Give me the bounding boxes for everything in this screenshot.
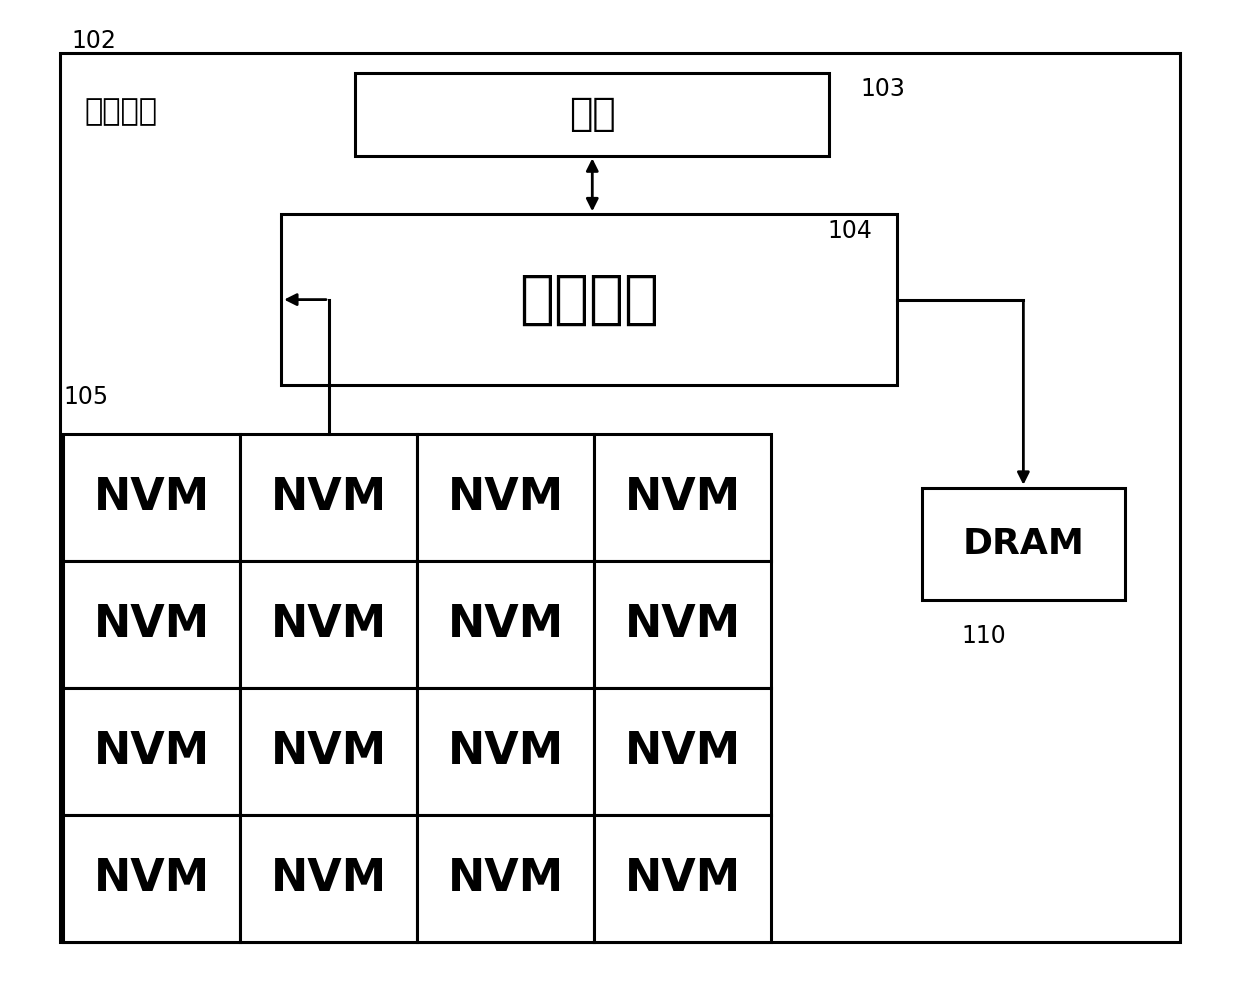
Text: 104: 104 <box>827 219 873 243</box>
Text: NVM: NVM <box>625 476 742 519</box>
Text: NVM: NVM <box>448 603 564 646</box>
Text: NVM: NVM <box>625 603 742 646</box>
Bar <box>418 688 594 815</box>
Text: NVM: NVM <box>94 730 210 773</box>
Bar <box>63 560 241 688</box>
Text: 103: 103 <box>861 78 905 101</box>
Bar <box>241 560 418 688</box>
Bar <box>63 434 241 560</box>
Text: NVM: NVM <box>270 603 387 646</box>
Text: 存储设备: 存储设备 <box>84 97 157 126</box>
Text: DRAM: DRAM <box>962 527 1084 560</box>
Text: 105: 105 <box>63 385 108 410</box>
Bar <box>355 73 830 156</box>
Bar <box>241 688 418 815</box>
Text: NVM: NVM <box>270 476 387 519</box>
Bar <box>594 815 771 942</box>
Bar <box>63 688 241 815</box>
Bar <box>63 815 241 942</box>
Bar <box>594 688 771 815</box>
Text: 接口: 接口 <box>569 95 616 133</box>
Bar <box>921 488 1125 600</box>
Bar <box>281 214 897 385</box>
Bar <box>418 815 594 942</box>
Text: NVM: NVM <box>270 730 387 773</box>
Text: NVM: NVM <box>625 857 742 899</box>
Text: 控制部件: 控制部件 <box>520 271 660 328</box>
Text: NVM: NVM <box>94 603 210 646</box>
Text: NVM: NVM <box>625 730 742 773</box>
Text: NVM: NVM <box>448 730 564 773</box>
Bar <box>594 560 771 688</box>
Text: 102: 102 <box>72 29 117 52</box>
Text: NVM: NVM <box>94 476 210 519</box>
Bar <box>594 434 771 560</box>
Text: 110: 110 <box>961 624 1006 648</box>
Text: NVM: NVM <box>448 857 564 899</box>
Text: NVM: NVM <box>448 476 564 519</box>
Bar <box>241 434 418 560</box>
Text: NVM: NVM <box>270 857 387 899</box>
Bar <box>418 560 594 688</box>
Bar <box>241 815 418 942</box>
Text: NVM: NVM <box>94 857 210 899</box>
Bar <box>418 434 594 560</box>
